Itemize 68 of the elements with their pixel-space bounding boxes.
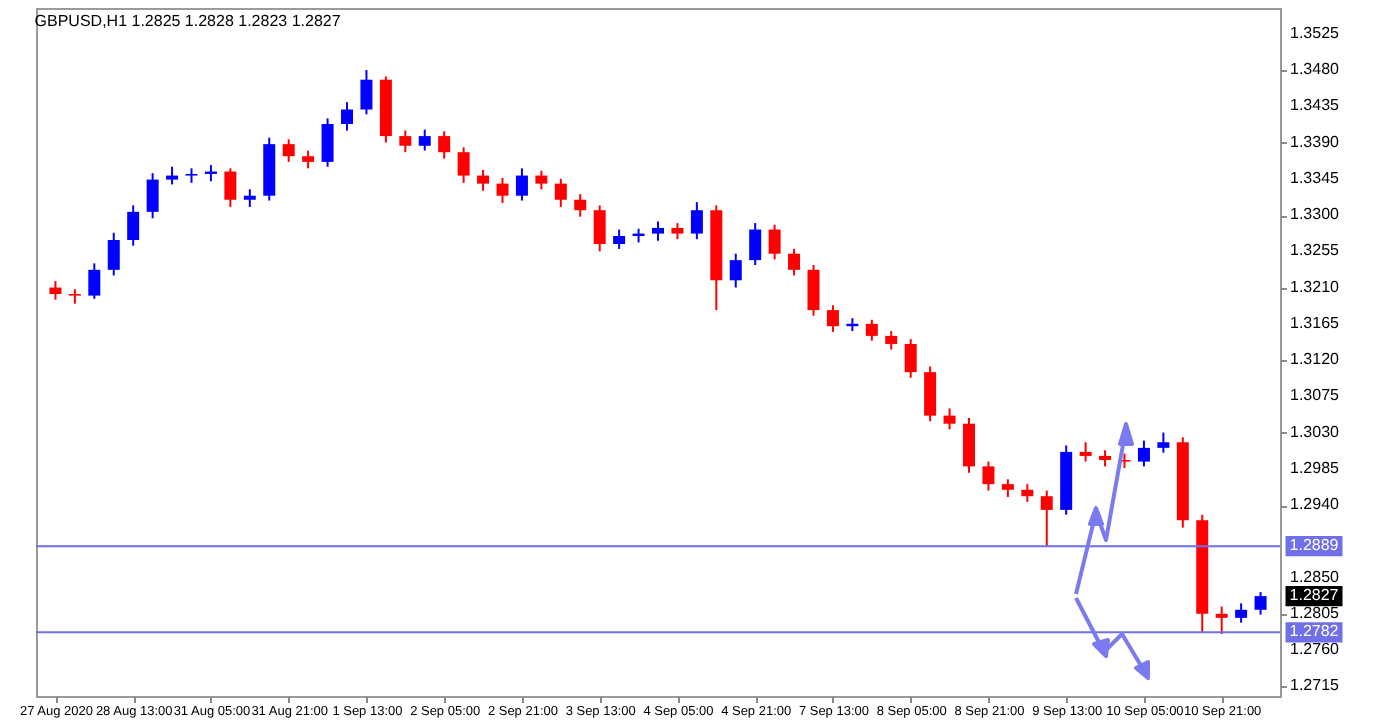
candlestick bbox=[496, 176, 509, 204]
candlestick bbox=[729, 252, 742, 289]
candlestick bbox=[107, 231, 120, 277]
candlestick bbox=[224, 167, 237, 208]
y-tick-label: 1.3390 bbox=[1290, 132, 1341, 151]
chart-title: GBPUSD,H1 1.2825 1.2828 1.2823 1.2827 bbox=[34, 12, 342, 30]
annotation: 1.2827 bbox=[1289, 586, 1340, 605]
candlestick bbox=[1235, 602, 1248, 624]
candlestick bbox=[127, 204, 140, 247]
y-tick-label: 1.3435 bbox=[1290, 96, 1341, 115]
candlestick bbox=[652, 220, 664, 242]
candlestick bbox=[535, 169, 548, 191]
y-tick-label: 1.3480 bbox=[1290, 60, 1341, 79]
y-tick-label: 1.2805 bbox=[1290, 603, 1341, 622]
candlestick bbox=[749, 222, 762, 266]
candlestick bbox=[943, 407, 956, 431]
candlestick bbox=[1254, 591, 1267, 616]
candlestick bbox=[360, 69, 373, 116]
candlestick bbox=[185, 167, 198, 184]
candlestick bbox=[321, 117, 334, 168]
candlestick bbox=[282, 138, 295, 163]
candlestick bbox=[904, 338, 917, 379]
y-tick-label: 1.2985 bbox=[1290, 458, 1341, 477]
candlestick bbox=[1137, 439, 1150, 468]
candlestick bbox=[49, 280, 62, 301]
y-tick-label: 1.3075 bbox=[1290, 386, 1341, 405]
candlestick bbox=[88, 262, 101, 300]
y-tick-label: 1.3030 bbox=[1290, 422, 1341, 441]
y-tick-label: 1.2850 bbox=[1290, 567, 1341, 586]
candlestick bbox=[554, 177, 567, 208]
candlestick bbox=[1215, 605, 1228, 635]
candlestick bbox=[788, 247, 801, 277]
candlestick bbox=[438, 130, 451, 160]
y-tick-label: 1.3120 bbox=[1290, 350, 1341, 369]
candlestick bbox=[1079, 441, 1092, 463]
candlestick bbox=[924, 365, 937, 423]
candlestick bbox=[690, 201, 703, 241]
ref-line-label: 1.2782 bbox=[1289, 622, 1340, 641]
y-tick-label: 1.3525 bbox=[1290, 23, 1341, 42]
y-tick-label: 1.3345 bbox=[1290, 168, 1341, 187]
candlestick bbox=[574, 193, 587, 218]
candlestick bbox=[807, 263, 820, 317]
y-tick-label: 1.2940 bbox=[1290, 495, 1341, 514]
candlestick bbox=[982, 460, 995, 492]
candlestick bbox=[885, 330, 898, 351]
candlestick bbox=[613, 228, 626, 250]
y-tick-label: 1.3165 bbox=[1290, 313, 1341, 332]
candlestick bbox=[768, 223, 781, 261]
candlestick bbox=[399, 129, 412, 154]
candlestick bbox=[418, 128, 431, 152]
candlestick bbox=[963, 417, 975, 474]
candlestick bbox=[457, 146, 470, 184]
y-tick-label: 1.2715 bbox=[1290, 676, 1341, 695]
candlestick bbox=[865, 318, 878, 342]
candlestick bbox=[515, 167, 528, 202]
candlestick bbox=[341, 101, 353, 132]
ref-line-label: 1.2889 bbox=[1289, 536, 1340, 555]
candlestick bbox=[68, 288, 81, 305]
candlestick bbox=[826, 304, 839, 333]
candlestick bbox=[593, 204, 606, 253]
y-tick-label: 1.3255 bbox=[1290, 241, 1341, 260]
candlestick bbox=[146, 172, 159, 220]
candlestick bbox=[477, 168, 490, 192]
candlestick bbox=[1157, 431, 1170, 454]
y-tick-label: 1.3300 bbox=[1290, 205, 1341, 224]
y-tick-label: 1.3210 bbox=[1290, 277, 1341, 296]
candlestick bbox=[1040, 489, 1053, 548]
y-tick-label: 1.2760 bbox=[1290, 640, 1341, 659]
